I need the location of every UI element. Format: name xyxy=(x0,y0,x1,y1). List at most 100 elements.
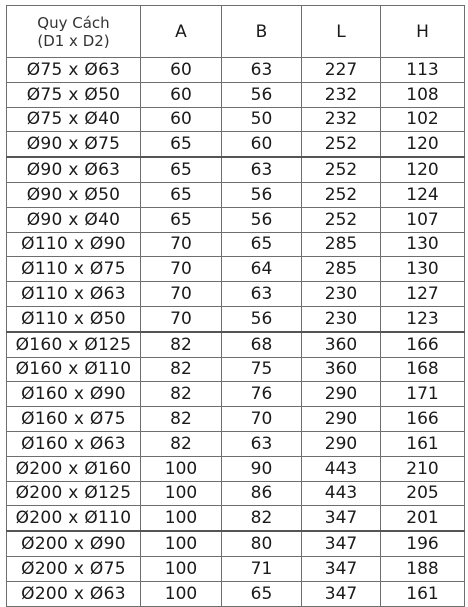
table-row: Ø75 x Ø40 60 50 232 102 xyxy=(6,106,465,133)
cell-a: 82 xyxy=(140,406,222,432)
cell-a: 82 xyxy=(140,356,222,383)
cell-l: 232 xyxy=(301,106,381,133)
cell-a: 70 xyxy=(140,231,222,258)
header-spec: Quy Cách (D1 x D2) xyxy=(6,5,141,58)
cell-spec: Ø200 x Ø125 xyxy=(6,480,141,507)
cell-a: 100 xyxy=(140,580,222,607)
cell-h: 124 xyxy=(380,181,465,208)
table-row: Ø90 x Ø63 65 63 252 120 xyxy=(6,156,465,183)
cell-spec: Ø160 x Ø75 xyxy=(6,406,141,432)
header-row: Quy Cách (D1 x D2) A B L H xyxy=(6,5,465,58)
table-row: Ø200 x Ø110 100 82 347 201 xyxy=(6,505,465,532)
cell-b: 63 xyxy=(221,156,302,183)
cell-b: 65 xyxy=(221,231,302,258)
cell-l: 347 xyxy=(301,580,381,607)
table-row: Ø90 x Ø50 65 56 252 124 xyxy=(6,181,465,208)
cell-b: 82 xyxy=(221,505,302,532)
cell-a: 70 xyxy=(140,256,222,283)
cell-spec: Ø200 x Ø160 xyxy=(6,455,141,482)
cell-b: 63 xyxy=(221,281,302,307)
cell-h: 127 xyxy=(380,281,465,307)
cell-a: 82 xyxy=(140,330,222,358)
cell-spec: Ø110 x Ø63 xyxy=(6,281,141,307)
cell-a: 60 xyxy=(140,57,222,83)
cell-b: 65 xyxy=(221,580,302,607)
cell-l: 360 xyxy=(301,330,381,358)
table-row: Ø200 x Ø125 100 86 443 205 xyxy=(6,480,465,507)
cell-spec: Ø75 x Ø63 xyxy=(6,57,141,83)
cell-h: 107 xyxy=(380,206,465,233)
cell-l: 347 xyxy=(301,505,381,532)
cell-l: 443 xyxy=(301,480,381,507)
cell-b: 68 xyxy=(221,330,302,358)
cell-spec: Ø90 x Ø40 xyxy=(6,206,141,233)
cell-l: 290 xyxy=(301,381,381,408)
cell-a: 70 xyxy=(140,281,222,307)
cell-b: 63 xyxy=(221,430,302,457)
cell-l: 443 xyxy=(301,455,381,482)
cell-spec: Ø200 x Ø110 xyxy=(6,505,141,532)
cell-l: 347 xyxy=(301,555,381,582)
header-a: A xyxy=(140,5,222,58)
cell-a: 65 xyxy=(140,131,222,158)
cell-l: 230 xyxy=(301,305,381,333)
cell-l: 252 xyxy=(301,131,381,158)
cell-l: 252 xyxy=(301,206,381,233)
cell-a: 100 xyxy=(140,530,222,557)
cell-h: 130 xyxy=(380,256,465,283)
cell-b: 70 xyxy=(221,406,302,432)
header-l: L xyxy=(301,5,381,58)
cell-b: 56 xyxy=(221,181,302,208)
cell-h: 120 xyxy=(380,156,465,183)
header-spec-line2: (D1 x D2) xyxy=(37,31,110,50)
cell-h: 166 xyxy=(380,330,465,358)
cell-l: 232 xyxy=(301,81,381,108)
cell-h: 188 xyxy=(380,555,465,582)
cell-l: 252 xyxy=(301,156,381,183)
cell-h: 161 xyxy=(380,430,465,457)
cell-a: 100 xyxy=(140,455,222,482)
cell-spec: Ø110 x Ø50 xyxy=(6,305,141,333)
header-spec-line1: Quy Cách xyxy=(37,13,110,32)
cell-a: 100 xyxy=(140,480,222,507)
cell-l: 285 xyxy=(301,256,381,283)
table-row: Ø160 x Ø63 82 63 290 161 xyxy=(6,430,465,457)
cell-b: 56 xyxy=(221,206,302,233)
table-row: Ø90 x Ø40 65 56 252 107 xyxy=(6,206,465,233)
cell-h: 130 xyxy=(380,231,465,258)
cell-spec: Ø90 x Ø63 xyxy=(6,156,141,183)
header-b: B xyxy=(221,5,302,58)
cell-h: 201 xyxy=(380,505,465,532)
cell-l: 252 xyxy=(301,181,381,208)
cell-h: 123 xyxy=(380,305,465,333)
cell-b: 86 xyxy=(221,480,302,507)
cell-a: 65 xyxy=(140,181,222,208)
cell-h: 102 xyxy=(380,106,465,133)
cell-b: 50 xyxy=(221,106,302,133)
table-row: Ø160 x Ø75 82 70 290 166 xyxy=(6,406,465,432)
cell-h: 168 xyxy=(380,356,465,383)
cell-l: 360 xyxy=(301,356,381,383)
cell-h: 205 xyxy=(380,480,465,507)
cell-a: 100 xyxy=(140,505,222,532)
cell-b: 75 xyxy=(221,356,302,383)
cell-spec: Ø110 x Ø90 xyxy=(6,231,141,258)
cell-l: 227 xyxy=(301,57,381,83)
cell-spec: Ø90 x Ø75 xyxy=(6,131,141,158)
table-row: Ø160 x Ø90 82 76 290 171 xyxy=(6,381,465,408)
cell-h: 171 xyxy=(380,381,465,408)
table-row: Ø200 x Ø63 100 65 347 161 xyxy=(6,580,465,607)
cell-l: 285 xyxy=(301,231,381,258)
cell-spec: Ø90 x Ø50 xyxy=(6,181,141,208)
table-row: Ø160 x Ø110 82 75 360 168 xyxy=(6,356,465,383)
table-row: Ø75 x Ø50 60 56 232 108 xyxy=(6,81,465,108)
table-row: Ø110 x Ø63 70 63 230 127 xyxy=(6,281,465,307)
cell-a: 60 xyxy=(140,81,222,108)
cell-spec: Ø200 x Ø63 xyxy=(6,580,141,607)
cell-a: 70 xyxy=(140,305,222,333)
table-row: Ø75 x Ø63 60 63 227 113 xyxy=(6,57,465,83)
cell-a: 100 xyxy=(140,555,222,582)
cell-b: 63 xyxy=(221,57,302,83)
cell-spec: Ø160 x Ø125 xyxy=(6,330,141,358)
